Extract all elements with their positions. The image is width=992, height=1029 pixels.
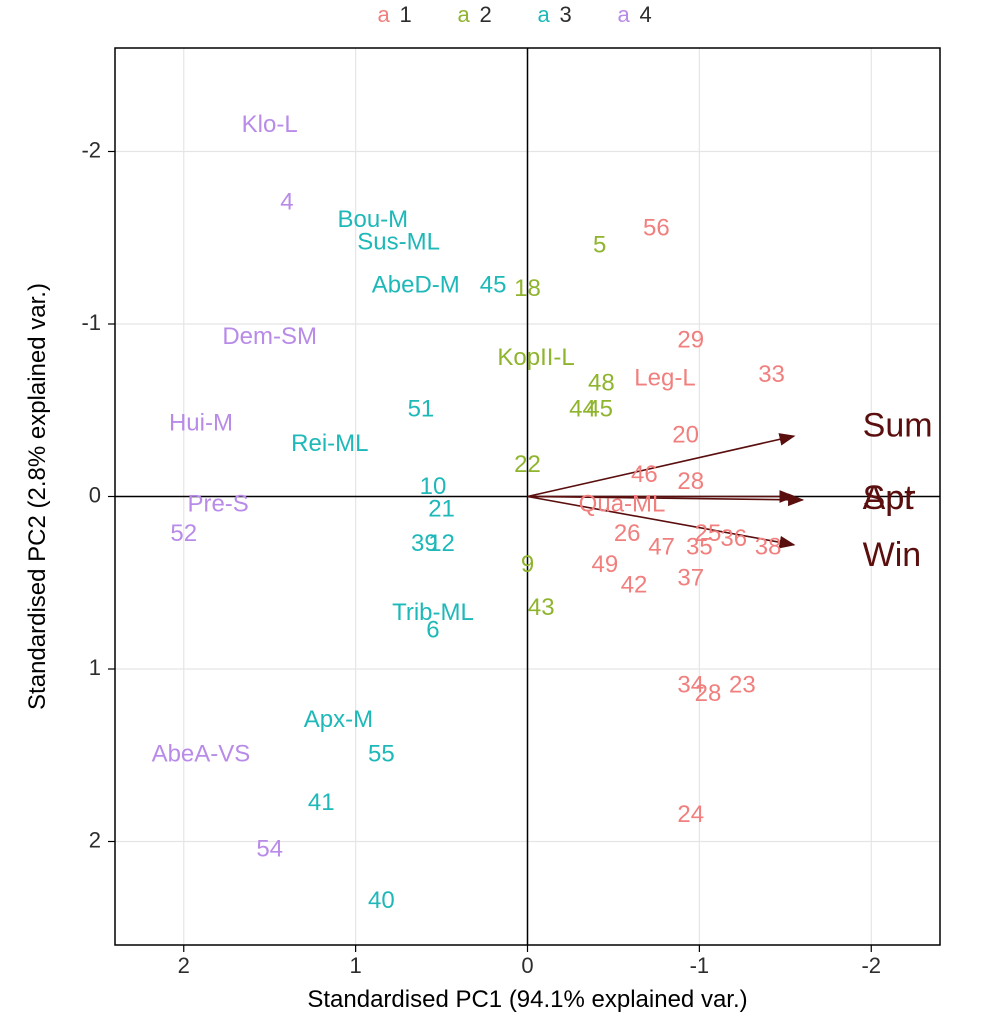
point-label: 52 [170, 520, 197, 547]
point-label: 40 [368, 887, 395, 914]
point-label: 41 [308, 789, 335, 816]
legend-label: 1 [400, 2, 412, 27]
x-tick-label: 1 [350, 953, 362, 978]
point-label: KopII-L [497, 344, 574, 371]
legend-label: 2 [480, 2, 492, 27]
point-label: 18 [514, 275, 541, 302]
legend-label: 4 [640, 2, 652, 27]
pca-biplot: SumAptSprWinKlo-L4Bou-MSus-MLAbeD-M45185… [0, 0, 992, 1029]
point-label: Klo-L [242, 111, 298, 138]
legend-glyph: a [538, 2, 551, 27]
x-tick-label: 2 [178, 953, 190, 978]
point-label: Dem-SM [222, 323, 317, 350]
x-tick-label: -1 [690, 953, 710, 978]
biplot-arrow-label: Spr [863, 479, 916, 517]
y-tick-label: -2 [81, 137, 101, 162]
point-label: 6 [426, 616, 439, 643]
point-label: Hui-M [169, 409, 233, 436]
y-tick-label: 0 [89, 482, 101, 507]
point-label: Sus-ML [357, 228, 440, 255]
biplot-arrow-label: Win [863, 536, 922, 574]
legend-glyph: a [378, 2, 391, 27]
point-label: 56 [643, 214, 670, 241]
y-axis-title: Standardised PC2 (2.8% explained var.) [24, 283, 51, 710]
point-label: 9 [521, 551, 534, 578]
point-label: 33 [758, 361, 785, 388]
point-label: 20 [672, 421, 699, 448]
point-label: 29 [677, 327, 704, 354]
point-label: 51 [408, 396, 435, 423]
point-label: Apx-M [304, 706, 373, 733]
point-label: 45 [480, 271, 507, 298]
legend-glyph: a [458, 2, 471, 27]
point-label: 28 [677, 468, 704, 495]
point-label: 38 [755, 534, 782, 561]
point-label: 55 [368, 741, 395, 768]
chart-svg: SumAptSprWinKlo-L4Bou-MSus-MLAbeD-M45185… [0, 0, 992, 1029]
point-label: 26 [614, 520, 641, 547]
point-label: 12 [428, 530, 455, 557]
x-axis-title: Standardised PC1 (94.1% explained var.) [307, 986, 747, 1013]
point-label: 35 [686, 534, 713, 561]
point-label: 24 [677, 801, 704, 828]
point-label: Rei-ML [291, 430, 368, 457]
point-label: 42 [621, 572, 648, 599]
x-tick-label: -2 [861, 953, 881, 978]
point-label: 22 [514, 451, 541, 478]
legend-label: 3 [560, 2, 572, 27]
point-label: 28 [695, 680, 722, 707]
point-label: Pre-S [187, 490, 248, 517]
point-label: 36 [720, 525, 747, 552]
point-label: 48 [588, 370, 615, 397]
point-label: Qua-ML [579, 490, 666, 517]
point-label: AbeD-M [372, 271, 460, 298]
y-tick-label: -1 [81, 310, 101, 335]
point-label: 21 [428, 496, 455, 523]
point-label: 43 [528, 594, 555, 621]
point-label: 5 [593, 232, 606, 259]
point-label: Leg-L [634, 365, 695, 392]
point-label: 46 [631, 461, 658, 488]
point-label: 47 [648, 534, 675, 561]
y-tick-label: 2 [89, 827, 101, 852]
point-label: 45 [586, 396, 613, 423]
point-label: 4 [280, 189, 293, 216]
x-tick-label: 0 [521, 953, 533, 978]
legend-glyph: a [618, 2, 631, 27]
point-label: 23 [729, 672, 756, 699]
point-label: 37 [677, 565, 704, 592]
y-tick-label: 1 [89, 655, 101, 680]
point-label: 54 [256, 835, 283, 862]
point-label: AbeA-VS [152, 741, 251, 768]
point-label: 49 [591, 551, 618, 578]
biplot-arrow-label: Sum [863, 406, 933, 444]
